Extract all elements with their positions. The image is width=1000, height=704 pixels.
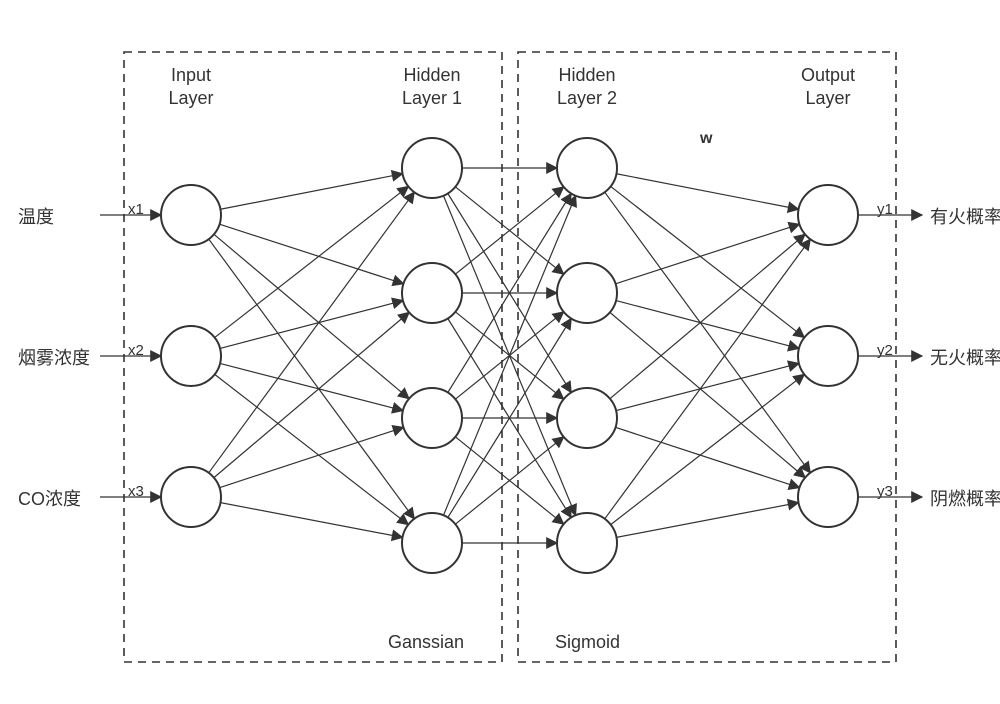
title-hidden1: Hidden Layer 1: [372, 64, 492, 109]
input-var-2: x2: [128, 342, 144, 359]
edge-in-h1: [214, 234, 409, 398]
title-input: Input Layer: [131, 64, 251, 109]
activation-sigmoid: Sigmoid: [555, 632, 620, 653]
edge-h2-out: [611, 186, 805, 337]
hidden2-node-3: [557, 388, 617, 448]
input-node-1: [161, 185, 221, 245]
output-label-3: 阴燃概率: [930, 485, 1000, 511]
title-hidden2: Hidden Layer 2: [527, 64, 647, 109]
output-var-2: y2: [877, 342, 893, 359]
hidden2-node-1: [557, 138, 617, 198]
weight-label: w: [700, 130, 712, 148]
hidden2-node-4: [557, 513, 617, 573]
input-node-2: [161, 326, 221, 386]
edge-in-h1: [215, 186, 409, 337]
hidden1-node-2: [402, 263, 462, 323]
output-var-1: y1: [877, 201, 893, 218]
edge-h2-out: [605, 192, 811, 473]
output-node-3: [798, 467, 858, 527]
input-node-3: [161, 467, 221, 527]
hidden2-node-2: [557, 263, 617, 323]
edge-h2-out: [610, 234, 805, 398]
edge-h2-out: [616, 427, 800, 487]
edge-in-h1: [220, 503, 402, 538]
hidden1-node-3: [402, 388, 462, 448]
title-output: Output Layer: [768, 64, 888, 109]
output-label-1: 有火概率: [930, 203, 1000, 229]
edge-h2-out: [616, 503, 798, 538]
hidden1-node-1: [402, 138, 462, 198]
edge-in-h1: [214, 312, 409, 477]
output-node-1: [798, 185, 858, 245]
output-var-3: y3: [877, 483, 893, 500]
input-var-3: x3: [128, 483, 144, 500]
edge-in-h1: [220, 427, 404, 487]
edge-in-h1: [209, 239, 414, 519]
edge-h2-out: [616, 224, 800, 284]
input-label-1: 温度: [18, 203, 54, 229]
input-var-1: x1: [128, 201, 144, 218]
edge-h2-out: [605, 239, 810, 519]
input-label-3: CO浓度: [18, 485, 81, 511]
output-node-2: [798, 326, 858, 386]
edge-h2-out: [616, 174, 798, 210]
edge-in-h1: [220, 224, 404, 284]
edge-in-h1: [215, 374, 409, 524]
edge-in-h1: [220, 174, 402, 210]
input-label-2: 烟雾浓度: [18, 344, 90, 370]
edge-h2-out: [611, 374, 805, 524]
edge-h2-out: [610, 312, 805, 477]
output-label-2: 无火概率: [930, 344, 1000, 370]
hidden1-node-4: [402, 513, 462, 573]
activation-gaussian: Ganssian: [388, 632, 464, 653]
edge-in-h1: [209, 192, 415, 473]
